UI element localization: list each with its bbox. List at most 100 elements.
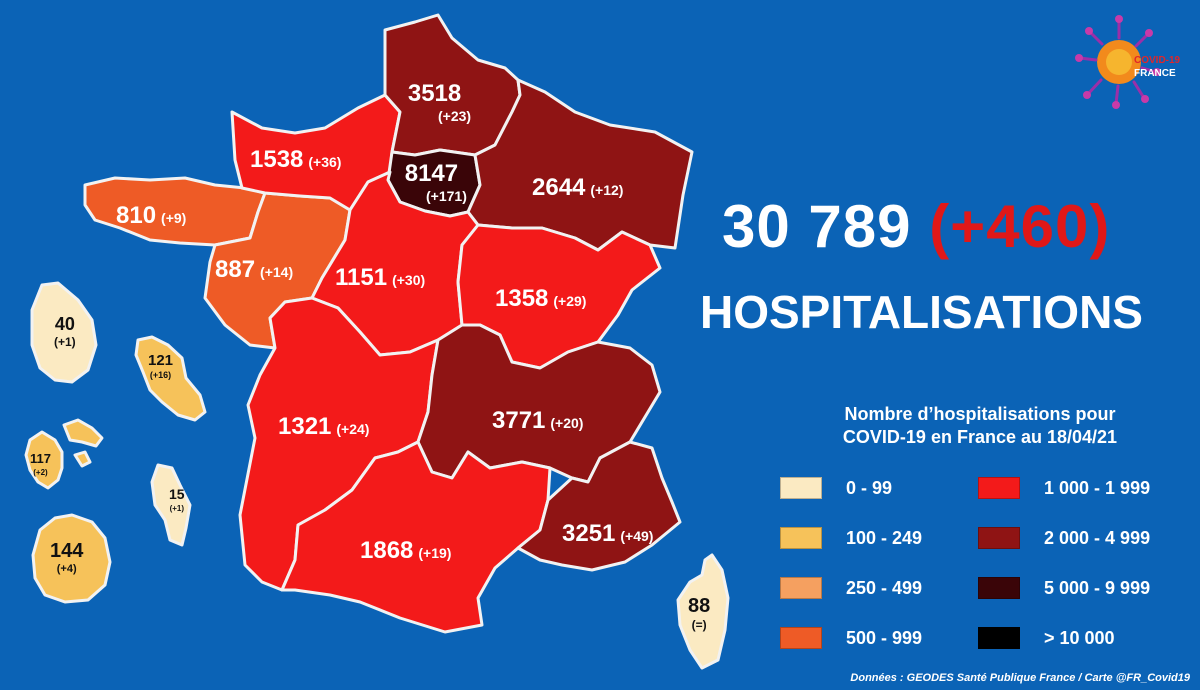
label-ile-de-france: 8147 (+171) <box>396 160 467 204</box>
delta-guyane: (+1) <box>54 335 76 349</box>
total-hospitalisations: 30 789 (+460) <box>722 192 1110 261</box>
region-martinique <box>134 335 207 422</box>
headline-subtitle: HOSPITALISATIONS <box>700 286 1143 338</box>
legend-item: 250 - 499 <box>780 577 922 599</box>
label-bourgogne-franche-comte: 1358 (+29) <box>495 285 586 313</box>
region-mayotte <box>150 463 192 547</box>
value-corse: 88 <box>688 595 711 617</box>
value-guyane: 40 <box>54 314 75 334</box>
delta-martinique: (+16) <box>149 370 172 380</box>
value-pays-de-la-loire: 887 <box>215 256 256 283</box>
legend-item: 0 - 99 <box>780 477 892 499</box>
logo-line2: FRANCE <box>1134 68 1176 79</box>
delta-mayotte: (+1) <box>169 504 185 513</box>
total-value: 30 789 <box>722 193 912 260</box>
virus-icon <box>1075 15 1161 109</box>
legend-item: 1 000 - 1 999 <box>978 477 1150 499</box>
label-mayotte: 15 (+1) <box>169 486 185 513</box>
value-hauts-de-france: 3518 <box>407 80 462 107</box>
region-guyane <box>30 281 98 384</box>
legend-item: 500 - 999 <box>780 627 922 649</box>
label-la-reunion: 144 (+4) <box>50 540 83 575</box>
delta-la-reunion: (+4) <box>56 563 77 575</box>
legend-swatch <box>780 627 822 649</box>
value-ile-de-france: 8147 <box>404 160 459 187</box>
delta-grand-est: (+12) <box>590 182 624 198</box>
legend-title: Nombre d’hospitalisations pour COVID-19 … <box>770 403 1190 449</box>
label-guyane: 40 (+1) <box>54 314 76 349</box>
value-mayotte: 15 <box>169 486 185 502</box>
label-pays-de-la-loire: 887 (+14) <box>215 256 293 284</box>
value-bretagne: 810 <box>116 202 157 229</box>
delta-bourgogne-franche-comte: (+29) <box>553 293 587 309</box>
region-paca <box>516 440 682 572</box>
legend-swatch <box>978 527 1020 549</box>
label-hauts-de-france: 3518 (+23) <box>398 80 471 124</box>
delta-nouvelle-aquitaine: (+24) <box>336 421 370 437</box>
legend-swatch <box>780 527 822 549</box>
legend-swatch <box>780 577 822 599</box>
value-nouvelle-aquitaine: 1321 <box>278 413 332 440</box>
delta-occitanie: (+19) <box>418 545 452 561</box>
value-grand-est: 2644 <box>532 174 586 201</box>
label-occitanie: 1868 (+19) <box>360 537 451 565</box>
delta-hauts-de-france: (+23) <box>438 108 472 124</box>
delta-paca: (+49) <box>620 528 654 544</box>
delta-ile-de-france: (+171) <box>426 188 467 204</box>
legend-title-line2: COVID-19 en France au 18/04/21 <box>842 427 1118 447</box>
logo-text: COVID-19 FRANCE <box>1134 54 1180 80</box>
legend-label: 5 000 - 9 999 <box>1044 577 1151 598</box>
label-paca: 3251 (+49) <box>562 520 653 548</box>
legend-item: 2 000 - 4 999 <box>978 527 1150 549</box>
delta-normandie: (+36) <box>308 154 342 170</box>
value-bourgogne-franche-comte: 1358 <box>495 285 549 312</box>
value-occitanie: 1868 <box>360 537 414 564</box>
legend-label: 1 000 - 1 999 <box>1044 477 1151 498</box>
delta-pays-de-la-loire: (+14) <box>260 264 294 280</box>
legend-item: 5 000 - 9 999 <box>978 577 1150 599</box>
legend-label: 250 - 499 <box>846 577 923 598</box>
delta-corse: (=) <box>691 618 707 632</box>
value-normandie: 1538 <box>250 146 304 173</box>
label-guadeloupe: 117 (+2) <box>30 450 51 477</box>
label-grand-est: 2644 (+12) <box>532 174 623 202</box>
value-centre-val-de-loire: 1151 <box>335 264 388 291</box>
label-nouvelle-aquitaine: 1321 (+24) <box>278 413 369 441</box>
label-auvergne-rhone-alpes: 3771 (+20) <box>492 407 583 435</box>
source-credit: Données : GEODES Santé Publique France /… <box>850 672 1190 684</box>
delta-centre-val-de-loire: (+30) <box>392 272 426 288</box>
delta-bretagne: (+9) <box>161 210 187 226</box>
value-auvergne-rhone-alpes: 3771 <box>492 407 546 434</box>
region-la-reunion <box>31 513 112 604</box>
legend-swatch <box>978 477 1020 499</box>
value-guadeloupe: 117 <box>30 451 51 466</box>
value-paca: 3251 <box>562 520 616 547</box>
legend-label: 100 - 249 <box>846 527 923 548</box>
legend-swatch <box>978 627 1020 649</box>
delta-guadeloupe: (+2) <box>33 468 48 477</box>
legend-label: > 10 000 <box>1044 627 1115 648</box>
region-guadeloupe <box>24 418 104 490</box>
logo-line1: COVID-19 <box>1134 55 1181 66</box>
legend-item: > 10 000 <box>978 627 1115 649</box>
legend-title-line1: Nombre d’hospitalisations pour <box>844 404 1116 424</box>
value-martinique: 121 <box>148 352 174 369</box>
delta-auvergne-rhone-alpes: (+20) <box>550 415 584 431</box>
covid19-france-logo <box>1075 15 1161 109</box>
label-corse: 88 (=) <box>688 595 710 632</box>
label-martinique: 121 (+16) <box>148 352 173 380</box>
value-la-reunion: 144 <box>50 540 84 562</box>
region-corse <box>676 553 730 670</box>
legend-label: 0 - 99 <box>846 477 893 498</box>
label-bretagne: 810 (+9) <box>116 202 186 230</box>
label-normandie: 1538 (+36) <box>250 146 341 174</box>
legend-label: 500 - 999 <box>846 627 923 648</box>
total-delta: (+460) <box>929 193 1111 260</box>
label-centre-val-de-loire: 1151 (+30) <box>335 264 425 292</box>
legend-label: 2 000 - 4 999 <box>1044 527 1151 548</box>
legend-item: 100 - 249 <box>780 527 922 549</box>
legend-swatch <box>978 577 1020 599</box>
legend-swatch <box>780 477 822 499</box>
